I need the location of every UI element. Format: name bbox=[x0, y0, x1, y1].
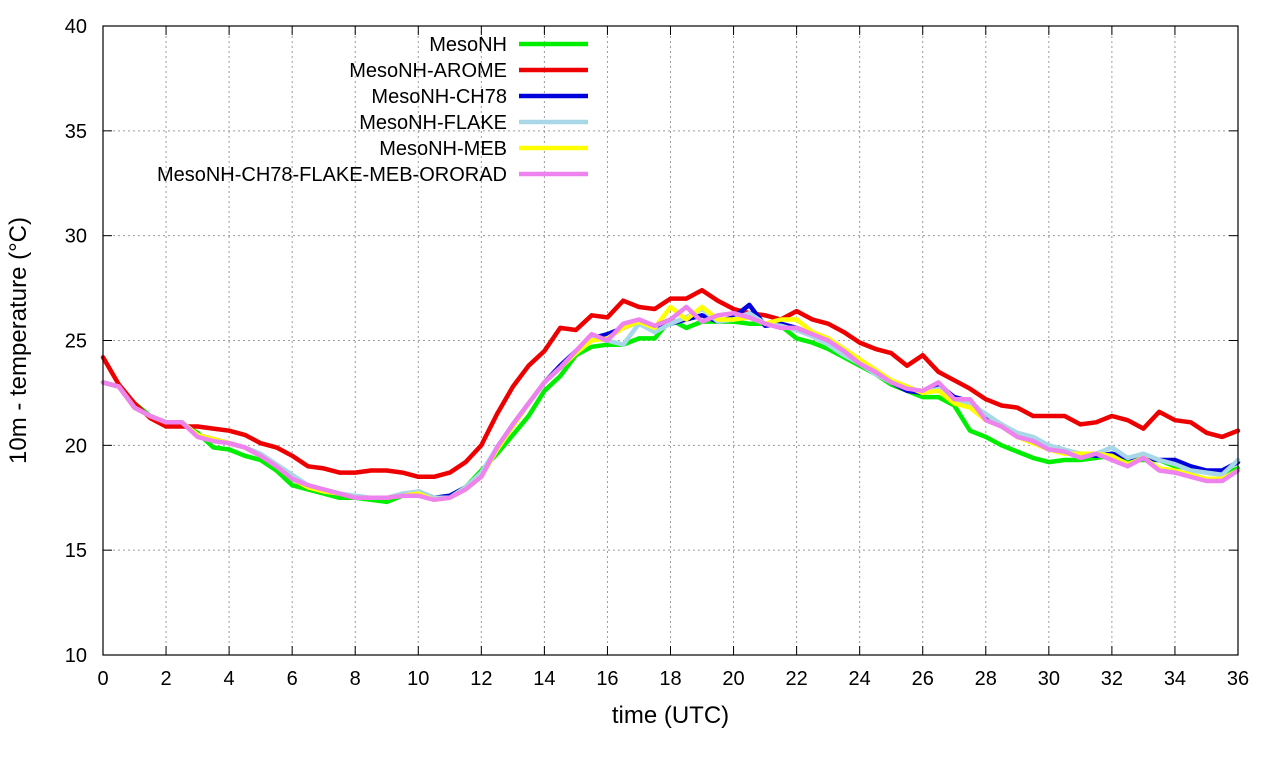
x-tick-label: 32 bbox=[1101, 668, 1123, 690]
y-tick-label: 25 bbox=[65, 331, 87, 353]
legend: MesoNH MesoNH-AROME MesoNH-CH78 MesoNH-FLAK… bbox=[157, 34, 588, 186]
y-tick-label: 20 bbox=[65, 435, 87, 457]
series-line bbox=[100, 306, 1241, 501]
grid bbox=[103, 26, 1238, 655]
x-tick-label: 0 bbox=[97, 668, 108, 690]
x-tick-label: 24 bbox=[849, 668, 871, 690]
y-tick-label: 10 bbox=[65, 645, 87, 667]
series-line bbox=[100, 304, 1241, 503]
legend-label: MesoNH bbox=[429, 34, 507, 56]
y-tick-label: 15 bbox=[65, 540, 87, 562]
x-tick-label: 4 bbox=[224, 668, 235, 690]
x-tick-label: 28 bbox=[975, 668, 997, 690]
x-tick-label: 6 bbox=[287, 668, 298, 690]
x-tick-label: 30 bbox=[1038, 668, 1060, 690]
y-tick-label: 35 bbox=[65, 121, 87, 143]
x-tick-label: 8 bbox=[350, 668, 361, 690]
legend-label: MesoNH-MEB bbox=[379, 138, 507, 160]
legend-label: MesoNH-CH78-FLAKE-MEB-ORORAD bbox=[157, 164, 507, 186]
x-tick-label: 34 bbox=[1164, 668, 1186, 690]
x-tick-label: 26 bbox=[912, 668, 934, 690]
x-tick-label: 10 bbox=[407, 668, 429, 690]
y-tick-label: 30 bbox=[65, 226, 87, 248]
y-tick-label: 40 bbox=[65, 16, 87, 38]
legend-label: MesoNH-CH78 bbox=[371, 86, 507, 108]
x-tick-label: 22 bbox=[785, 668, 807, 690]
legend-label: MesoNH-FLAKE bbox=[359, 112, 507, 134]
series-lines bbox=[100, 287, 1241, 505]
x-tick-label: 14 bbox=[533, 668, 555, 690]
x-tick-label: 36 bbox=[1227, 668, 1249, 690]
y-axis-title: 10m - temperature (°C) bbox=[5, 217, 32, 464]
x-tick-label: 18 bbox=[659, 668, 681, 690]
x-tick-label: 20 bbox=[722, 668, 744, 690]
series-line bbox=[100, 287, 1241, 480]
x-tick-label: 2 bbox=[160, 668, 171, 690]
legend-label: MesoNH-AROME bbox=[349, 60, 507, 82]
x-tick-label: 16 bbox=[596, 668, 618, 690]
x-axis-title: time (UTC) bbox=[612, 702, 729, 729]
x-tick-label: 12 bbox=[470, 668, 492, 690]
